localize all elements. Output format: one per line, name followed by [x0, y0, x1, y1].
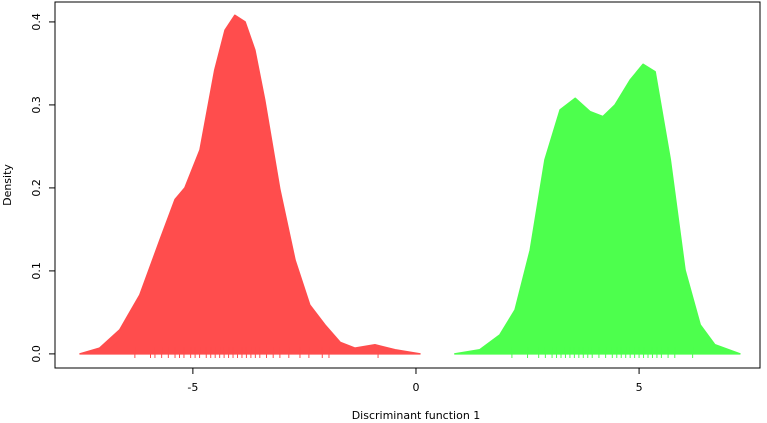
- y-tick-label: 0.0: [30, 345, 43, 363]
- x-tick-label: 0: [412, 381, 419, 394]
- plot-frame: [54, 1, 761, 369]
- y-tick-label: 0.3: [30, 96, 43, 114]
- y-tick-label: 0.2: [30, 179, 43, 197]
- density-area: [79, 14, 421, 355]
- y-tick-label: 0.1: [30, 262, 43, 280]
- x-tick-label: -5: [187, 381, 198, 394]
- y-tick-label: 0.4: [30, 13, 43, 31]
- x-axis-label: Discriminant function 1: [352, 409, 481, 422]
- x-tick-label: 5: [636, 381, 643, 394]
- y-axis-label: Density: [1, 164, 14, 206]
- density-area: [454, 63, 741, 355]
